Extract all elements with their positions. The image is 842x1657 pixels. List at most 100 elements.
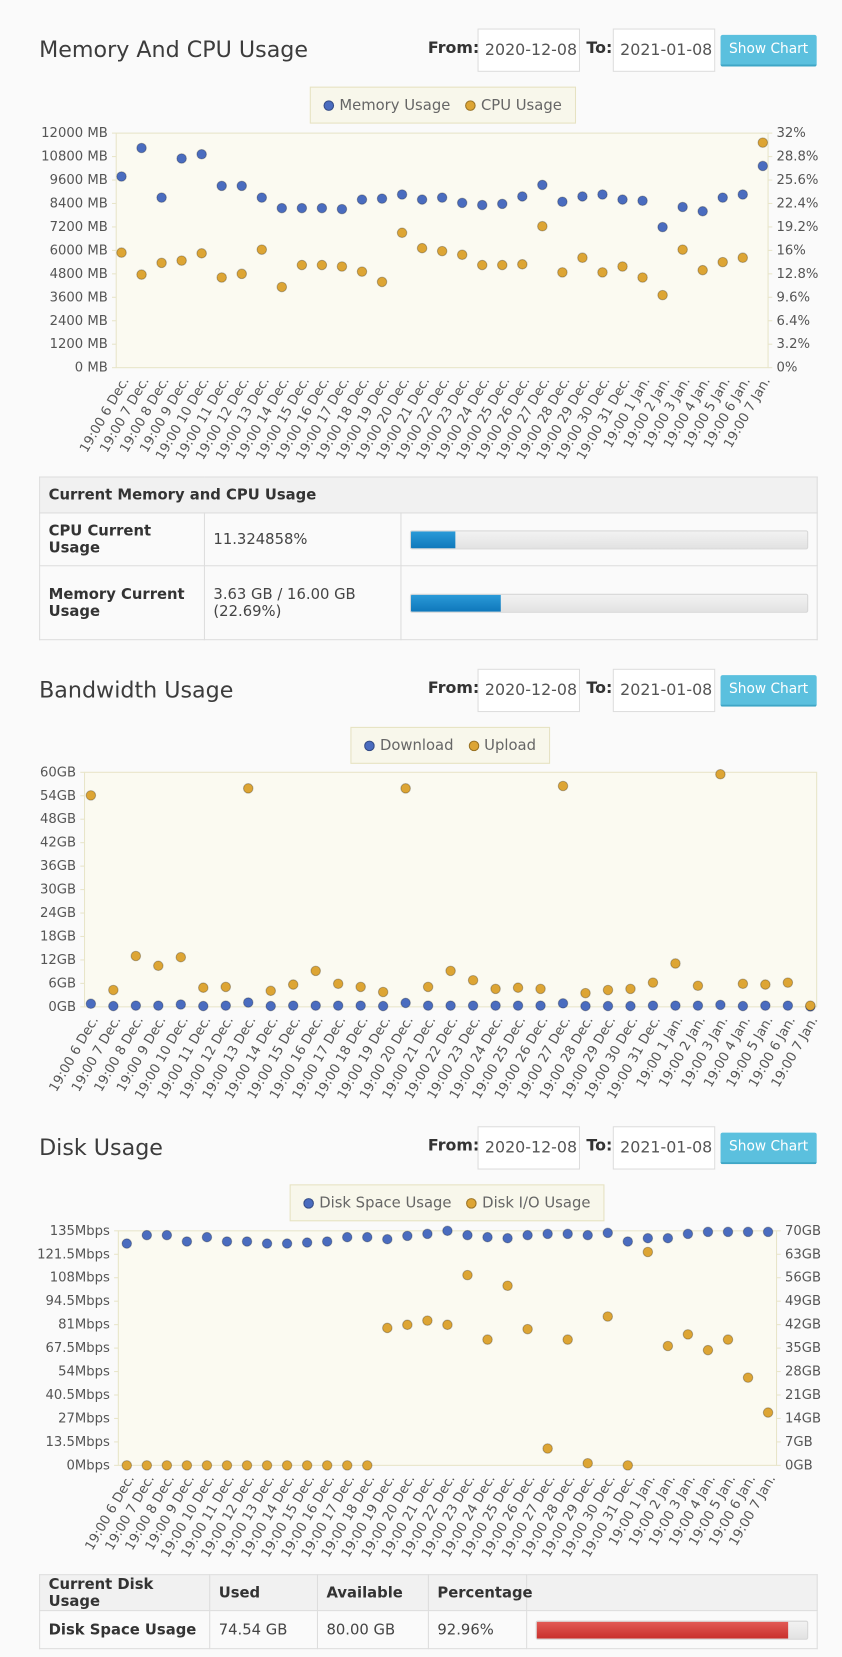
from-date-input[interactable]: 2020-12-08: [477, 28, 581, 72]
from-label: From:: [427, 1135, 480, 1155]
point: [121, 1238, 133, 1249]
point: [361, 1231, 373, 1243]
progress-bar: [410, 594, 501, 612]
point: [647, 1000, 659, 1011]
y-tick-label: 42GB: [40, 836, 76, 851]
point: [121, 1460, 133, 1471]
point: [361, 1460, 373, 1471]
point: [462, 1269, 473, 1281]
y2-tick-label: 7GB: [785, 1435, 813, 1450]
point: [557, 998, 569, 1009]
to-date-input[interactable]: 2021-01-08: [612, 28, 716, 72]
legend-item: Disk I/O Usage: [466, 1194, 590, 1211]
point: [482, 1231, 493, 1243]
section-title: Disk Usage: [39, 1134, 163, 1161]
y2-tick-label: 32%: [777, 126, 806, 141]
point: [201, 1231, 213, 1243]
from-date-input[interactable]: 2020-12-08: [477, 668, 581, 713]
y-tick-label: 40.5Mbps: [46, 1388, 110, 1403]
point: [597, 267, 608, 278]
point: [602, 984, 614, 996]
point: [221, 1236, 233, 1247]
progress-bar: [410, 530, 456, 548]
point: [692, 980, 704, 992]
point: [236, 180, 248, 192]
table-title: Current Memory and CPU Usage: [39, 476, 818, 514]
point: [535, 1000, 546, 1011]
point: [236, 268, 248, 280]
y2-tick-label: 16%: [777, 243, 806, 258]
point: [341, 1231, 353, 1243]
to-date-input[interactable]: 2021-01-08: [612, 668, 716, 713]
percentage: 92.96%: [427, 1610, 528, 1650]
point: [355, 981, 366, 993]
y2-tick-label: 19.2%: [777, 220, 819, 235]
y-tick-label: 0 MB: [75, 361, 108, 376]
point: [336, 203, 348, 215]
row-label: CPU Current Usage: [39, 512, 205, 567]
y-tick-label: 0GB: [48, 1000, 76, 1015]
point: [175, 951, 187, 963]
point: [512, 982, 524, 993]
point: [562, 1334, 573, 1345]
y-tick-label: 2400 MB: [50, 314, 108, 329]
point: [682, 1228, 694, 1240]
y-tick-label: 0Mbps: [66, 1458, 110, 1473]
legend-label: Disk Space Usage: [319, 1194, 452, 1212]
y-tick-label: 54GB: [40, 789, 76, 804]
point: [496, 259, 508, 271]
point: [281, 1238, 293, 1249]
point: [722, 1226, 734, 1238]
point: [265, 985, 277, 997]
show-chart-button[interactable]: Show Chart: [720, 675, 817, 707]
to-label: To:: [586, 1135, 613, 1155]
point: [402, 1230, 413, 1242]
point: [467, 1000, 479, 1011]
show-chart-button[interactable]: Show Chart: [720, 1132, 817, 1165]
show-chart-button[interactable]: Show Chart: [720, 34, 817, 67]
point: [502, 1280, 513, 1292]
point: [697, 264, 708, 276]
point: [715, 768, 726, 780]
point: [108, 1000, 119, 1012]
point: [692, 1000, 704, 1011]
point: [657, 221, 668, 233]
point: [637, 272, 648, 283]
point: [602, 1227, 614, 1239]
point: [782, 1000, 794, 1011]
to-date-input[interactable]: 2021-01-08: [612, 1126, 716, 1170]
point: [737, 1000, 749, 1012]
point: [762, 1226, 774, 1238]
y-tick-label: 7200 MB: [50, 220, 108, 235]
point: [176, 153, 187, 164]
point: [321, 1236, 333, 1247]
point: [332, 1000, 344, 1011]
point: [341, 1460, 353, 1471]
point: [436, 245, 448, 257]
point: [241, 1460, 253, 1471]
y2-tick-label: 25.6%: [777, 173, 819, 188]
from-date-input[interactable]: 2020-12-08: [477, 1126, 581, 1170]
point: [537, 220, 548, 232]
progress-track: [535, 1620, 809, 1640]
point: [557, 196, 568, 208]
point: [136, 269, 147, 280]
y2-tick-label: 0%: [777, 361, 798, 376]
row-value: 3.63 GB / 16.00 GB (22.69%): [203, 565, 402, 641]
point: [512, 1000, 524, 1011]
point: [625, 983, 636, 995]
point: [422, 1315, 433, 1326]
point: [476, 199, 488, 211]
point: [108, 984, 119, 996]
point: [467, 974, 479, 986]
legend: Download Upload: [350, 726, 550, 764]
y-tick-label: 24GB: [40, 906, 76, 921]
section-title: Memory And CPU Usage: [39, 36, 309, 63]
y2-tick-label: 22.4%: [777, 196, 819, 211]
point: [622, 1236, 634, 1247]
row-label: Memory Current Usage: [39, 565, 205, 641]
legend: Disk Space Usage Disk I/O Usage: [289, 1184, 605, 1222]
y-tick-label: 12GB: [40, 953, 76, 968]
point: [400, 783, 411, 794]
